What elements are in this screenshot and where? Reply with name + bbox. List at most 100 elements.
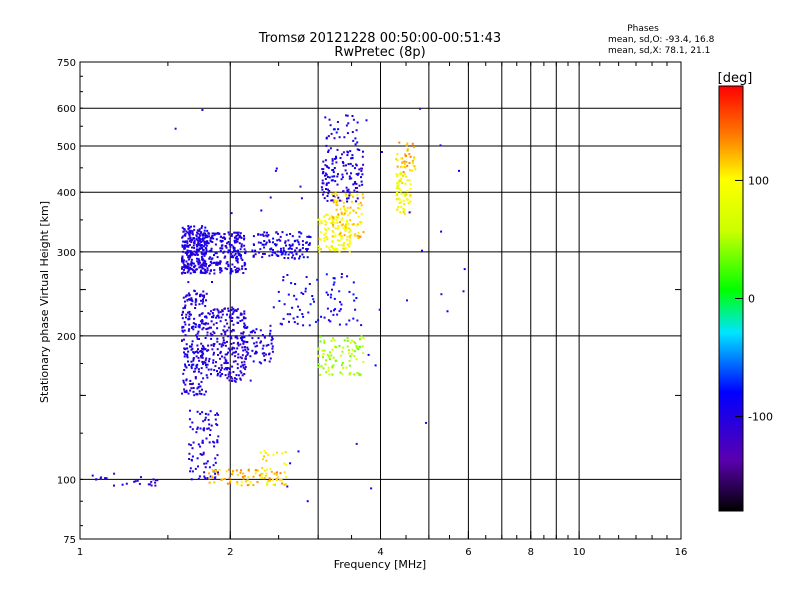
data-point [336, 194, 339, 197]
data-point [229, 481, 231, 484]
data-point [406, 299, 408, 302]
data-point [247, 348, 250, 351]
data-point [268, 254, 271, 257]
data-point [197, 465, 199, 468]
data-point [205, 240, 208, 243]
data-point [338, 310, 341, 313]
data-point [337, 173, 339, 176]
data-point [219, 371, 221, 374]
data-point [349, 162, 352, 165]
data-point [325, 144, 328, 147]
data-point [301, 313, 304, 315]
data-point [263, 252, 266, 255]
data-point [280, 479, 283, 482]
data-point [233, 254, 236, 257]
data-point [189, 389, 192, 392]
data-point [231, 365, 234, 368]
data-point [235, 336, 238, 339]
data-point [232, 351, 235, 354]
data-point [308, 324, 311, 327]
data-point [403, 192, 406, 195]
data-point [154, 484, 157, 487]
data-point [205, 316, 208, 319]
data-point [358, 149, 361, 151]
data-point [208, 472, 211, 475]
data-point [154, 481, 157, 484]
data-point [183, 265, 186, 268]
data-point [355, 442, 358, 445]
data-point [215, 263, 218, 266]
data-point [188, 328, 191, 331]
data-point [185, 389, 188, 392]
data-point [323, 316, 326, 319]
data-point [282, 317, 285, 320]
data-point [232, 328, 234, 331]
data-point [362, 196, 365, 199]
data-point [203, 229, 206, 232]
data-point [190, 458, 193, 461]
data-point [348, 177, 351, 180]
data-point [355, 358, 358, 361]
data-point [241, 265, 244, 268]
data-point [405, 144, 408, 147]
data-point [296, 239, 299, 242]
data-point [347, 349, 350, 352]
data-point [201, 322, 203, 325]
data-point [403, 208, 406, 211]
data-point [222, 329, 225, 332]
data-point [206, 242, 209, 245]
data-point [344, 247, 347, 250]
data-point [234, 360, 237, 363]
data-point [267, 234, 270, 236]
data-point [202, 428, 205, 431]
data-point [207, 413, 210, 416]
data-point [226, 368, 228, 371]
data-point [302, 256, 305, 259]
data-point [331, 158, 334, 161]
data-point [200, 246, 203, 249]
data-point [326, 353, 329, 356]
data-point [350, 172, 352, 175]
data-point [244, 268, 247, 270]
data-point [403, 160, 406, 163]
data-point [265, 353, 267, 356]
data-point [331, 235, 334, 238]
data-point [336, 183, 339, 186]
data-point [320, 186, 323, 189]
data-point [136, 479, 139, 482]
data-point [339, 371, 342, 374]
data-point [201, 351, 204, 354]
data-point [209, 239, 212, 242]
data-point [216, 263, 219, 266]
data-point [242, 272, 245, 274]
data-point [329, 124, 332, 127]
data-point [197, 237, 200, 240]
x-tick-label: 2 [227, 547, 233, 558]
data-point [309, 303, 312, 306]
data-point [406, 190, 409, 193]
data-point [270, 339, 273, 342]
data-point [333, 235, 336, 238]
data-point [398, 187, 401, 190]
data-point [243, 340, 246, 343]
data-point [267, 453, 270, 456]
data-point [342, 243, 345, 246]
data-point [243, 261, 246, 264]
data-point [194, 271, 197, 274]
data-point [225, 470, 228, 473]
data-point [339, 221, 341, 224]
data-point [229, 245, 232, 248]
data-point [227, 265, 230, 268]
data-point [211, 232, 214, 235]
data-point [328, 190, 331, 192]
data-point [187, 237, 190, 240]
data-point [202, 362, 204, 365]
chart-title: Tromsø 20121228 00:50:00-00:51:43 [258, 31, 501, 46]
data-point [268, 353, 270, 356]
data-point [334, 192, 337, 195]
data-point [219, 320, 222, 323]
data-point [224, 330, 227, 333]
data-point [236, 481, 239, 483]
data-point [300, 291, 303, 294]
